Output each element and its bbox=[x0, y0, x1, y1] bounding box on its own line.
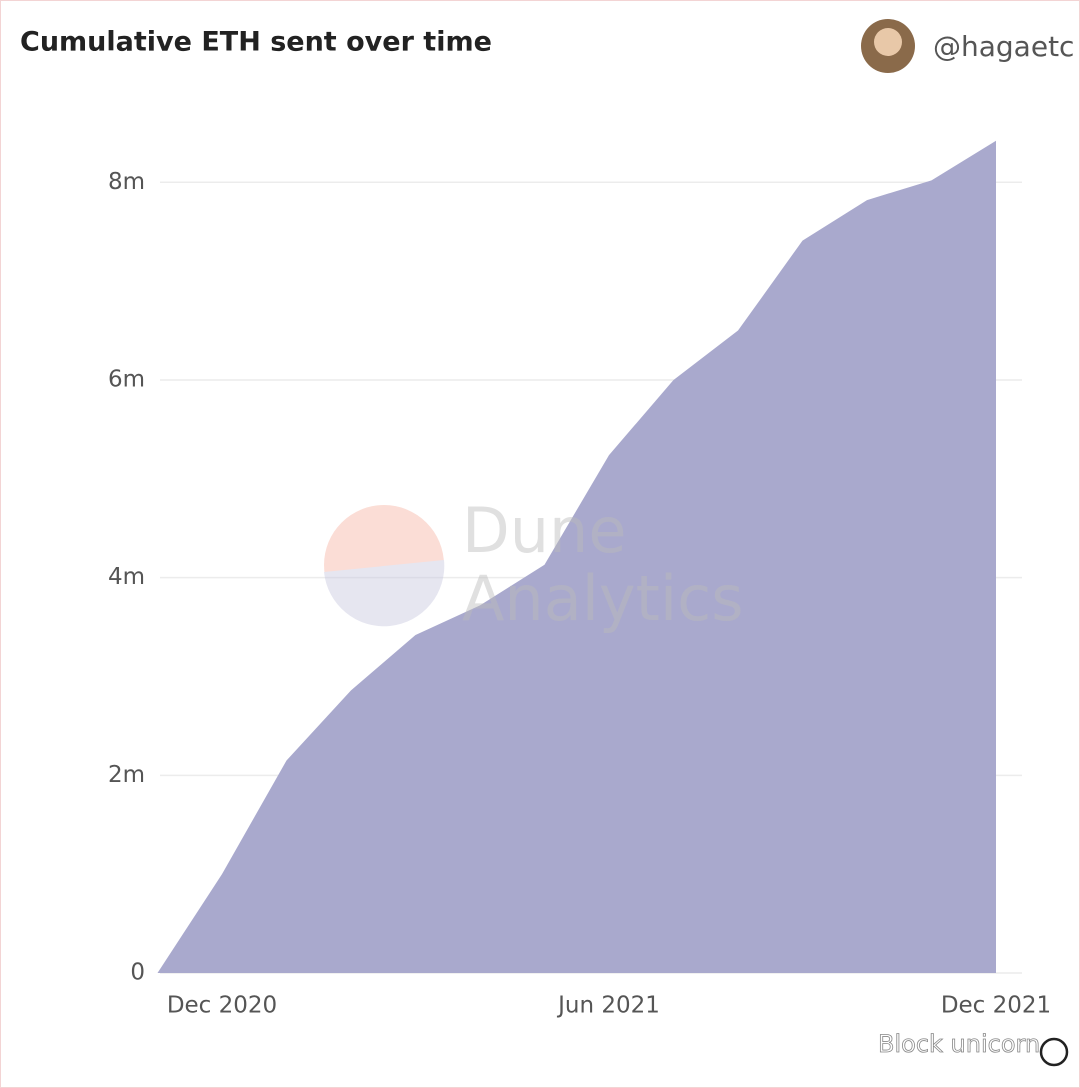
x-tick-label: Dec 2021 bbox=[941, 993, 1051, 1019]
y-tick-label: 8m bbox=[108, 169, 145, 195]
watermark-logo-half bbox=[324, 560, 445, 627]
area bbox=[157, 140, 996, 973]
source-watermark: Block unicorn bbox=[878, 1030, 1040, 1058]
refresh-icon[interactable] bbox=[1039, 1037, 1069, 1067]
watermark-text: Analytics bbox=[462, 562, 744, 635]
chart-title: Cumulative ETH sent over time bbox=[20, 27, 492, 58]
y-tick-label: 2m bbox=[108, 762, 145, 788]
x-tick-label: Jun 2021 bbox=[556, 993, 660, 1019]
author-handle: @hagaetc bbox=[933, 30, 1074, 63]
y-tick-label: 0 bbox=[130, 960, 145, 986]
watermark-text: Dune bbox=[462, 494, 626, 567]
y-tick-label: 6m bbox=[108, 366, 145, 392]
watermark: Dune Analytics bbox=[324, 494, 744, 635]
avatar-face bbox=[874, 28, 902, 56]
plot: 0 2m 4m 6m 8m Dec 2020 Jun 2021 Dec 2021 bbox=[108, 140, 1051, 1019]
y-tick-label: 4m bbox=[108, 564, 145, 590]
x-tick-label: Dec 2020 bbox=[167, 993, 277, 1019]
watermark-logo bbox=[324, 505, 444, 625]
